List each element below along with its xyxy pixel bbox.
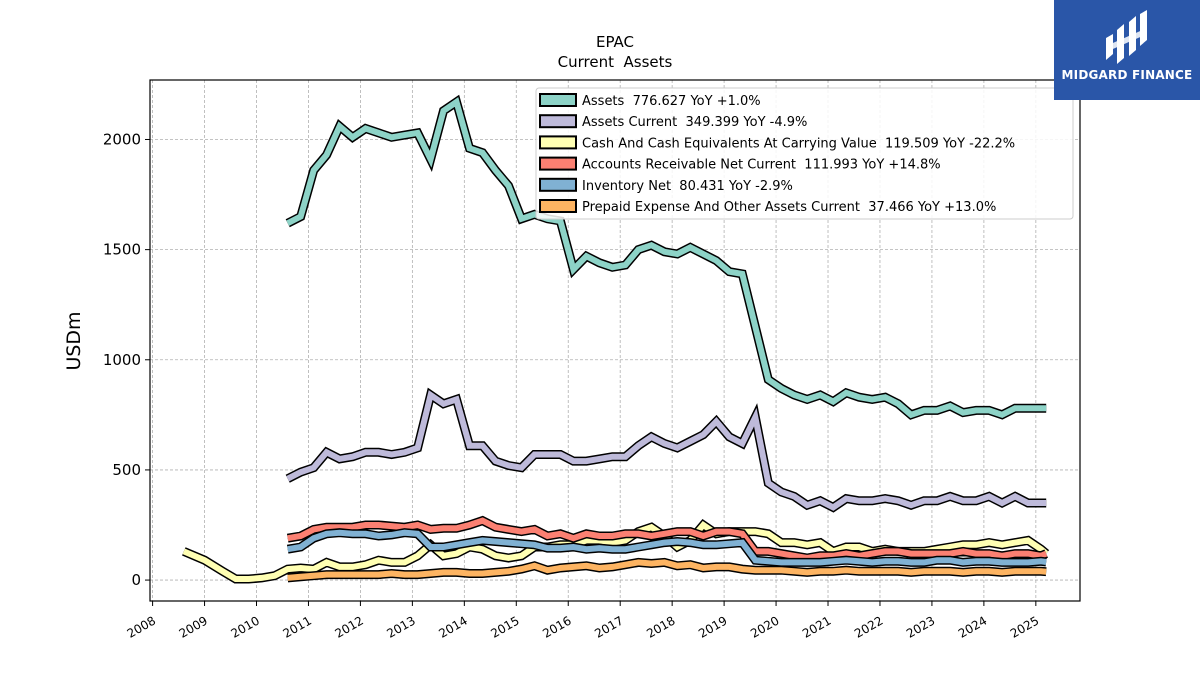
legend-swatch [539, 156, 577, 171]
x-tick-label: 2012 [332, 613, 365, 640]
x-tick-label: 2017 [592, 613, 625, 640]
series-line [286, 97, 1047, 419]
logo-text: MIDGARD FINANCE [1061, 68, 1193, 82]
x-tick-label: 2011 [281, 613, 314, 640]
midgard-logo-mark-icon [1106, 10, 1147, 64]
x-tick-label: 2021 [800, 613, 833, 640]
legend-label: Cash And Cash Equivalents At Carrying Va… [582, 136, 1015, 151]
x-tick-label: 2024 [956, 613, 989, 640]
x-tick-label: 2023 [904, 613, 937, 640]
series-line [287, 517, 1048, 562]
plot-frame [149, 79, 1081, 602]
x-tick-label: 2020 [748, 613, 781, 640]
legend-swatch [539, 114, 577, 129]
x-tick-label: 2018 [644, 613, 677, 640]
legend-label: Accounts Receivable Net Current 111.993 … [582, 158, 941, 173]
legend-swatch [539, 135, 577, 150]
legend-label: Inventory Net 80.431 YoY -2.9% [582, 179, 793, 194]
x-tick-label: 2014 [436, 613, 469, 640]
y-tick-label: 0 [131, 571, 141, 589]
x-tick-label: 2010 [229, 613, 262, 640]
legend-swatch [539, 177, 577, 192]
y-tick-label: 1500 [103, 241, 141, 259]
legend-swatch [539, 93, 577, 107]
y-tick-label: 2000 [103, 130, 141, 148]
chart-title: EPAC [596, 33, 634, 51]
x-tick-label: 2019 [696, 613, 729, 640]
x-tick-label: 2008 [125, 613, 158, 640]
chart-subtitle: Current Assets [558, 53, 673, 71]
series-line [286, 390, 1047, 511]
x-tick-label: 2015 [488, 613, 521, 640]
x-tick-label: 2025 [1008, 613, 1041, 640]
legend-swatch [539, 199, 577, 213]
y-tick-label: 500 [112, 461, 141, 479]
legend-label: Assets 776.627 YoY +1.0% [582, 94, 761, 109]
series-line [287, 559, 1047, 581]
x-tick-label: 2022 [852, 613, 885, 640]
legend-label: Assets Current 349.399 YoY -4.9% [582, 115, 807, 130]
midgard-finance-logo: MIDGARD FINANCE [1054, 0, 1200, 100]
x-tick-label: 2009 [177, 613, 210, 640]
x-tick-label: 2016 [540, 613, 573, 640]
legend-box [535, 87, 1074, 220]
y-tick-label: 1000 [103, 351, 141, 369]
legend-label: Prepaid Expense And Other Assets Current… [582, 200, 996, 215]
y-axis-label: USDm [63, 311, 85, 370]
x-tick-label: 2013 [384, 613, 417, 640]
series-line [287, 529, 1047, 566]
